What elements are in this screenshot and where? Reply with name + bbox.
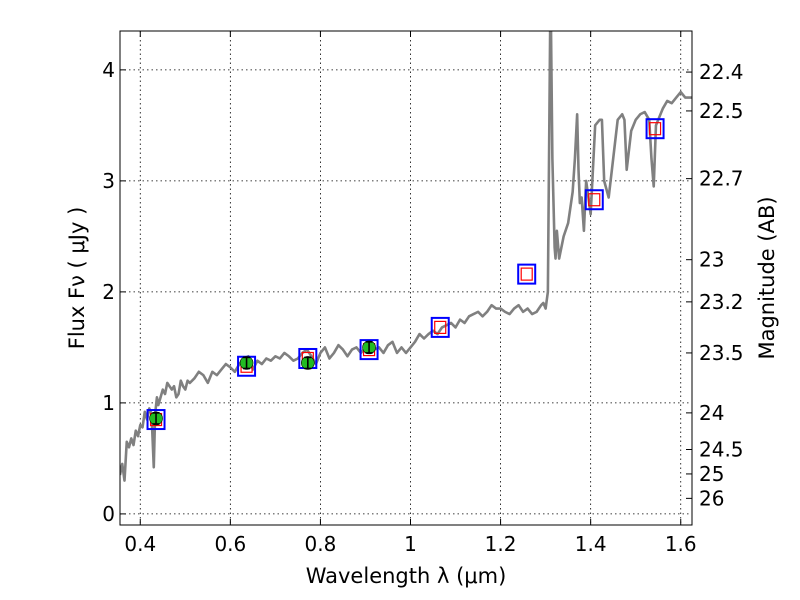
spectrum-line [120, 31, 692, 482]
right-tick-label: 23.5 [699, 341, 744, 365]
right-tick-label: 22.4 [699, 60, 744, 84]
x-tick-label: 0.4 [124, 532, 156, 556]
marker-series [146, 118, 665, 431]
right-tick-label: 24.5 [699, 438, 744, 462]
y-tick-label: 3 [102, 169, 115, 193]
x-tick-label: 1.6 [665, 532, 697, 556]
right-tick-label: 23 [699, 248, 724, 272]
right-tick-label: 25 [699, 462, 724, 486]
right-tick-label: 22.5 [699, 99, 744, 123]
observed-box [520, 267, 533, 281]
observed-box [588, 193, 601, 207]
grid-lines [120, 31, 692, 525]
y-tick-label: 2 [102, 280, 115, 304]
right-tick-label: 23.2 [699, 290, 744, 314]
x-axis-label: Wavelength λ (μm) [306, 564, 507, 588]
model-box [430, 316, 450, 338]
x-tick-label: 0.8 [305, 532, 337, 556]
y-tick-label: 0 [102, 502, 115, 526]
x-tick-label: 1 [404, 532, 417, 556]
x-tick-label: 1.4 [575, 532, 607, 556]
model-box [359, 339, 379, 361]
model-box [584, 189, 604, 211]
observed-box [648, 122, 662, 136]
model-box [146, 409, 166, 431]
y-tick-label: 4 [102, 58, 115, 82]
model-box [517, 263, 537, 285]
y-axis-label: Flux Fν ( μJy ) [65, 207, 89, 350]
axis-ticks [120, 31, 692, 525]
observed-box [434, 320, 447, 334]
plot-frame [119, 30, 693, 526]
right-tick-label: 26 [699, 486, 724, 510]
x-tick-label: 0.6 [214, 532, 246, 556]
right-axis-label: Magnitude (AB) [755, 196, 779, 359]
right-tick-label: 24 [699, 401, 724, 425]
y-tick-label: 1 [102, 391, 115, 415]
x-tick-label: 1.2 [485, 532, 517, 556]
right-tick-label: 22.7 [699, 167, 744, 191]
model-box [645, 118, 665, 140]
spectrum-series [120, 31, 692, 482]
